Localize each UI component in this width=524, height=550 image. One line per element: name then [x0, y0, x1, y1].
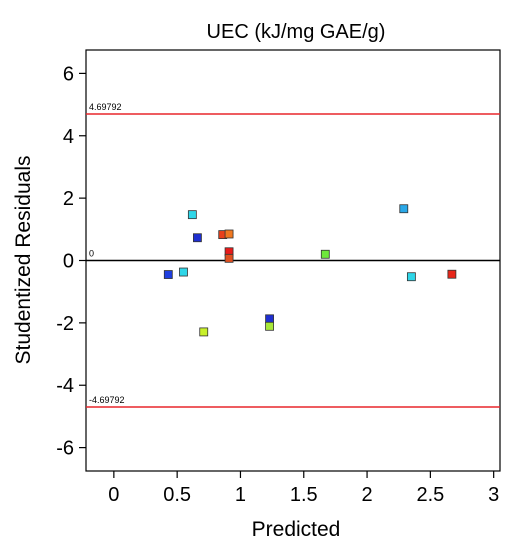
y-tick-label: -2 — [56, 313, 74, 335]
data-point — [187, 210, 197, 220]
x-tick-label: 1.5 — [290, 484, 318, 506]
plot-area: 4.69792 0 -4.69792 — [85, 49, 501, 472]
data-point — [163, 270, 173, 279]
chart-title: UEC (kJ/mg GAE/g) — [207, 21, 386, 43]
reference-line-label: 4.69792 — [89, 102, 122, 112]
reference-line-label: 0 — [89, 249, 94, 259]
y-axis: -6 -4 -2 0 2 4 6 — [56, 63, 86, 460]
x-tick-label: 3 — [488, 484, 499, 506]
data-point — [399, 204, 409, 214]
data-point — [265, 314, 274, 324]
x-tick-label: 2 — [362, 484, 373, 506]
data-point — [179, 267, 188, 277]
y-axis-label: Studentized Residuals — [12, 156, 35, 365]
y-tick-label: -6 — [56, 438, 74, 460]
data-point — [193, 233, 202, 243]
y-tick-label: 6 — [63, 63, 74, 85]
y-tick-label: 0 — [63, 251, 74, 273]
data-point — [224, 229, 234, 239]
data-point — [265, 321, 274, 331]
y-tick-label: 4 — [63, 126, 74, 148]
data-point — [320, 249, 330, 259]
x-tick-label: 0.5 — [163, 484, 191, 506]
data-point — [224, 253, 234, 263]
y-tick-label: 2 — [63, 188, 74, 210]
data-point — [406, 272, 416, 282]
data-point — [199, 327, 209, 337]
x-axis: 0 0.5 1 1.5 2 2.5 3 — [108, 471, 499, 506]
x-tick-label: 0 — [108, 484, 119, 506]
y-tick-label: -4 — [56, 375, 74, 397]
x-tick-label: 2.5 — [416, 484, 444, 506]
x-tick-label: 1 — [235, 484, 246, 506]
data-point — [447, 269, 457, 279]
x-axis-label: Predicted — [252, 518, 341, 541]
reference-line-label: -4.69792 — [89, 395, 125, 405]
